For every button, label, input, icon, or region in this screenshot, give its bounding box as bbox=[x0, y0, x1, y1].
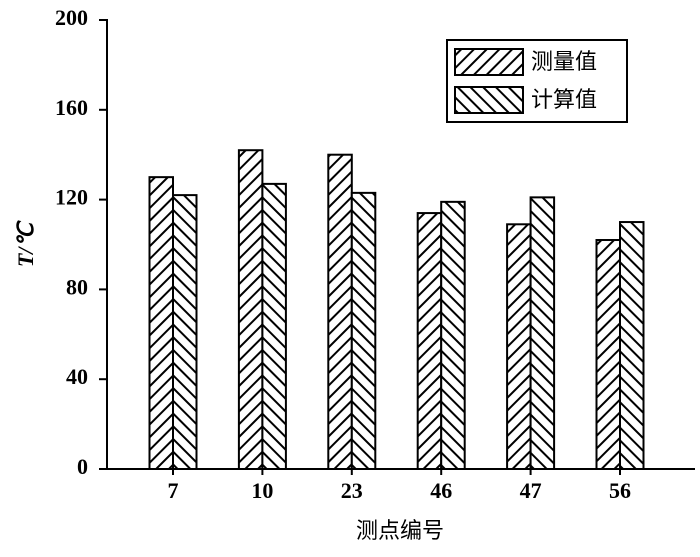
bar bbox=[619, 221, 645, 470]
bar bbox=[327, 153, 353, 470]
bar bbox=[506, 223, 532, 470]
bar bbox=[440, 200, 466, 470]
bar bbox=[148, 176, 174, 470]
y-tick-label: 160 bbox=[55, 95, 88, 120]
y-tick-label: 120 bbox=[55, 185, 88, 210]
x-tick-label: 7 bbox=[168, 478, 179, 503]
bar bbox=[529, 196, 556, 470]
bar bbox=[261, 182, 287, 470]
y-tick-label: 40 bbox=[66, 364, 88, 389]
x-tick-label: 46 bbox=[430, 478, 452, 503]
bar bbox=[237, 149, 264, 471]
x-axis-label: 测点编号 bbox=[356, 519, 444, 544]
y-tick-label: 80 bbox=[66, 274, 88, 299]
bar bbox=[416, 212, 443, 470]
y-axis-label: T/℃ bbox=[13, 220, 38, 268]
legend-label: 计算值 bbox=[531, 88, 597, 113]
legend-label: 测量值 bbox=[531, 50, 597, 75]
x-tick-label: 23 bbox=[341, 478, 363, 503]
legend-swatch bbox=[454, 48, 524, 76]
x-tick-label: 47 bbox=[520, 478, 542, 503]
y-tick-label: 0 bbox=[77, 454, 88, 479]
legend-swatch bbox=[454, 86, 524, 114]
y-tick-label: 200 bbox=[55, 5, 88, 30]
x-tick-label: 56 bbox=[609, 478, 631, 503]
bar bbox=[595, 239, 621, 470]
bar bbox=[350, 191, 377, 471]
bar bbox=[172, 194, 198, 471]
x-tick-label: 10 bbox=[251, 478, 273, 503]
